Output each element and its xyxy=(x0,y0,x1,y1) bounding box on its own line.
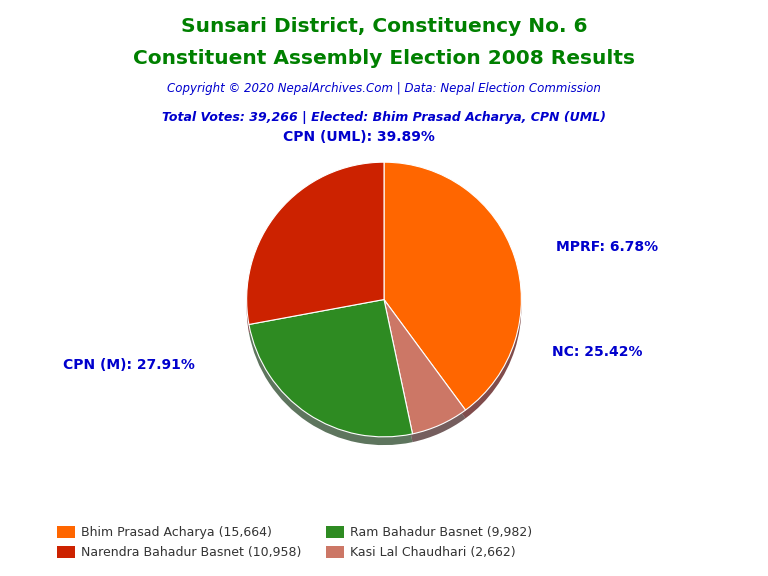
Wedge shape xyxy=(249,300,412,437)
Text: Copyright © 2020 NepalArchives.Com | Data: Nepal Election Commission: Copyright © 2020 NepalArchives.Com | Dat… xyxy=(167,82,601,95)
Wedge shape xyxy=(384,308,465,442)
Wedge shape xyxy=(247,170,384,333)
Text: CPN (UML): 39.89%: CPN (UML): 39.89% xyxy=(283,130,435,145)
Legend: Bhim Prasad Acharya (15,664), Narendra Bahadur Basnet (10,958), Ram Bahadur Basn: Bhim Prasad Acharya (15,664), Narendra B… xyxy=(52,521,538,564)
Text: CPN (M): 27.91%: CPN (M): 27.91% xyxy=(62,358,194,373)
Wedge shape xyxy=(384,162,521,410)
Wedge shape xyxy=(249,308,412,445)
Wedge shape xyxy=(247,162,384,324)
Text: NC: 25.42%: NC: 25.42% xyxy=(551,344,642,359)
Wedge shape xyxy=(384,170,521,418)
Text: MPRF: 6.78%: MPRF: 6.78% xyxy=(556,240,658,255)
Text: Total Votes: 39,266 | Elected: Bhim Prasad Acharya, CPN (UML): Total Votes: 39,266 | Elected: Bhim Pras… xyxy=(162,111,606,124)
Wedge shape xyxy=(384,300,465,434)
Text: Sunsari District, Constituency No. 6: Sunsari District, Constituency No. 6 xyxy=(180,17,588,36)
Text: Constituent Assembly Election 2008 Results: Constituent Assembly Election 2008 Resul… xyxy=(133,49,635,68)
